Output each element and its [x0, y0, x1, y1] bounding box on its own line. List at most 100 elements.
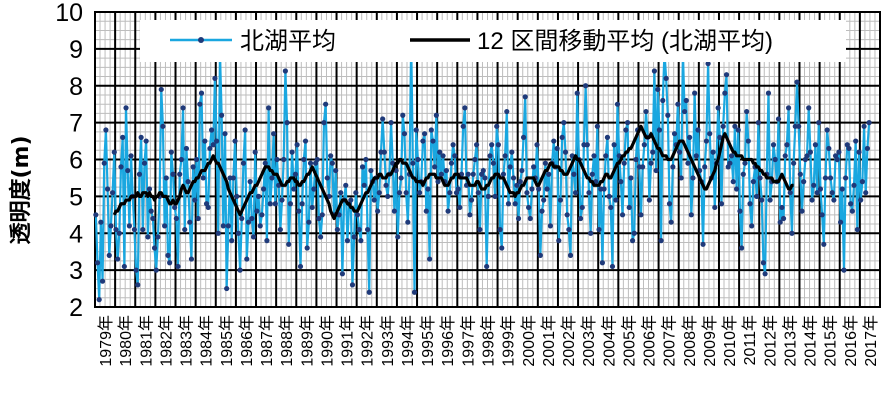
data-point: [328, 153, 334, 159]
x-tick-label: 2005年: [620, 315, 638, 367]
x-tick-label: 2013年: [781, 315, 799, 367]
data-point: [366, 289, 372, 295]
data-point: [755, 120, 761, 126]
data-point: [311, 186, 317, 192]
data-point: [547, 223, 554, 229]
data-point: [200, 175, 206, 181]
data-point: [153, 267, 159, 273]
data-point: [807, 149, 813, 155]
data-point: [108, 223, 114, 229]
data-point: [811, 182, 817, 188]
data-point: [801, 179, 807, 185]
data-point: [338, 190, 344, 196]
data-point: [477, 226, 483, 233]
data-point: [96, 297, 102, 303]
data-point: [277, 226, 283, 233]
data-point: [603, 153, 609, 159]
data-point: [517, 179, 523, 185]
data-point: [492, 193, 498, 199]
legend-marker-monthly: [198, 37, 204, 43]
data-point: [235, 230, 242, 236]
x-tick-label: 2012年: [761, 315, 779, 367]
data-point: [356, 226, 362, 233]
data-point: [626, 204, 632, 211]
data-point: [267, 201, 273, 207]
data-point: [106, 252, 112, 258]
data-point: [623, 127, 629, 133]
data-point: [571, 171, 577, 177]
data-point: [641, 142, 647, 148]
data-point: [653, 167, 659, 174]
data-point: [531, 164, 537, 170]
data-point: [405, 219, 411, 225]
data-point: [577, 215, 584, 222]
data-point: [484, 263, 490, 270]
data-point: [819, 212, 825, 218]
y-tick-label: 2: [69, 294, 83, 322]
data-point: [145, 234, 151, 240]
data-point: [452, 153, 458, 159]
data-point: [468, 197, 475, 203]
data-point: [804, 153, 810, 159]
data-point: [214, 138, 220, 144]
data-point: [489, 142, 495, 148]
data-point: [515, 215, 522, 222]
y-tick-label: 5: [69, 183, 83, 211]
x-tick-label: 1985年: [218, 315, 236, 367]
data-point: [858, 197, 864, 203]
data-point: [182, 226, 188, 233]
data-point: [737, 208, 743, 214]
data-point: [141, 160, 148, 166]
y-tick-label: 9: [69, 36, 83, 64]
data-point: [866, 120, 872, 126]
data-point: [450, 142, 456, 148]
data-point: [158, 86, 164, 93]
data-point: [561, 120, 567, 126]
data-point: [658, 238, 664, 244]
data-point: [586, 190, 592, 196]
x-tick-label: 1982年: [157, 315, 175, 367]
data-point: [323, 101, 329, 107]
data-point: [294, 142, 300, 148]
data-point: [643, 108, 649, 115]
data-point: [500, 171, 507, 177]
data-point: [785, 105, 792, 111]
data-point: [297, 263, 304, 270]
data-point: [155, 234, 161, 240]
data-point: [368, 167, 374, 174]
data-point: [579, 204, 585, 211]
data-point: [544, 186, 550, 192]
x-tick-label: 1979年: [97, 315, 115, 367]
data-point: [859, 179, 865, 185]
data-point: [349, 282, 356, 288]
data-point: [730, 179, 736, 185]
x-tick-label: 2011年: [741, 315, 759, 365]
data-point: [148, 208, 154, 214]
data-point: [187, 219, 193, 225]
data-point: [717, 134, 723, 140]
data-point: [681, 108, 688, 115]
data-point: [279, 197, 285, 203]
x-tick-label: 1997年: [459, 315, 477, 367]
x-tick-label: 1987年: [258, 315, 276, 367]
data-point: [430, 138, 436, 144]
x-tick-label: 2001年: [540, 315, 558, 367]
data-point: [782, 153, 788, 159]
data-point: [460, 123, 466, 129]
data-point: [128, 153, 134, 159]
data-point: [536, 186, 542, 192]
data-point: [750, 179, 756, 185]
data-point: [601, 186, 607, 192]
data-point: [655, 86, 661, 93]
data-point: [707, 131, 713, 137]
data-point: [400, 112, 406, 118]
data-point: [509, 149, 515, 155]
data-point: [427, 256, 433, 262]
data-point: [202, 138, 208, 144]
data-point: [371, 197, 377, 203]
data-point: [395, 234, 401, 240]
x-tick-label: 2014年: [802, 315, 820, 367]
data-point: [799, 208, 805, 214]
data-point: [410, 160, 416, 166]
data-point: [693, 153, 699, 159]
